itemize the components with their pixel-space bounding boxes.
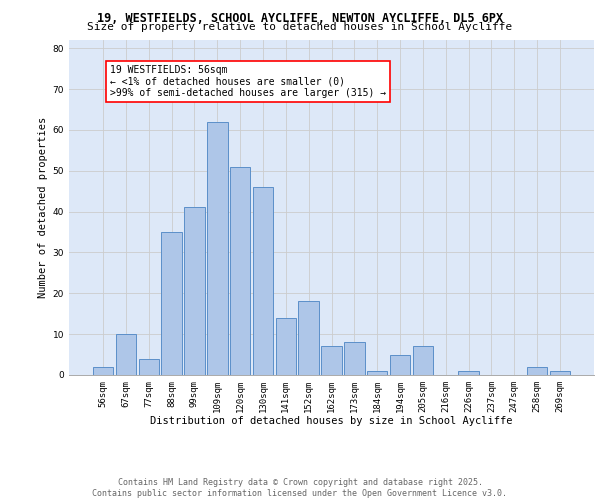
Bar xyxy=(207,122,227,375)
Bar xyxy=(550,371,570,375)
Bar xyxy=(275,318,296,375)
Bar xyxy=(161,232,182,375)
Bar xyxy=(321,346,342,375)
Y-axis label: Number of detached properties: Number of detached properties xyxy=(38,117,49,298)
Bar xyxy=(527,367,547,375)
Bar xyxy=(253,187,273,375)
Text: Contains HM Land Registry data © Crown copyright and database right 2025.
Contai: Contains HM Land Registry data © Crown c… xyxy=(92,478,508,498)
Bar xyxy=(413,346,433,375)
Text: 19 WESTFIELDS: 56sqm
← <1% of detached houses are smaller (0)
>99% of semi-detac: 19 WESTFIELDS: 56sqm ← <1% of detached h… xyxy=(110,64,386,98)
Text: 19, WESTFIELDS, SCHOOL AYCLIFFE, NEWTON AYCLIFFE, DL5 6PX: 19, WESTFIELDS, SCHOOL AYCLIFFE, NEWTON … xyxy=(97,12,503,26)
Bar xyxy=(367,371,388,375)
Text: Size of property relative to detached houses in School Aycliffe: Size of property relative to detached ho… xyxy=(88,22,512,32)
Bar xyxy=(184,208,205,375)
Bar xyxy=(344,342,365,375)
Bar xyxy=(230,166,250,375)
Bar xyxy=(458,371,479,375)
Bar xyxy=(116,334,136,375)
Bar xyxy=(298,302,319,375)
Bar xyxy=(93,367,113,375)
X-axis label: Distribution of detached houses by size in School Aycliffe: Distribution of detached houses by size … xyxy=(150,416,513,426)
Bar xyxy=(139,358,159,375)
Bar xyxy=(390,354,410,375)
